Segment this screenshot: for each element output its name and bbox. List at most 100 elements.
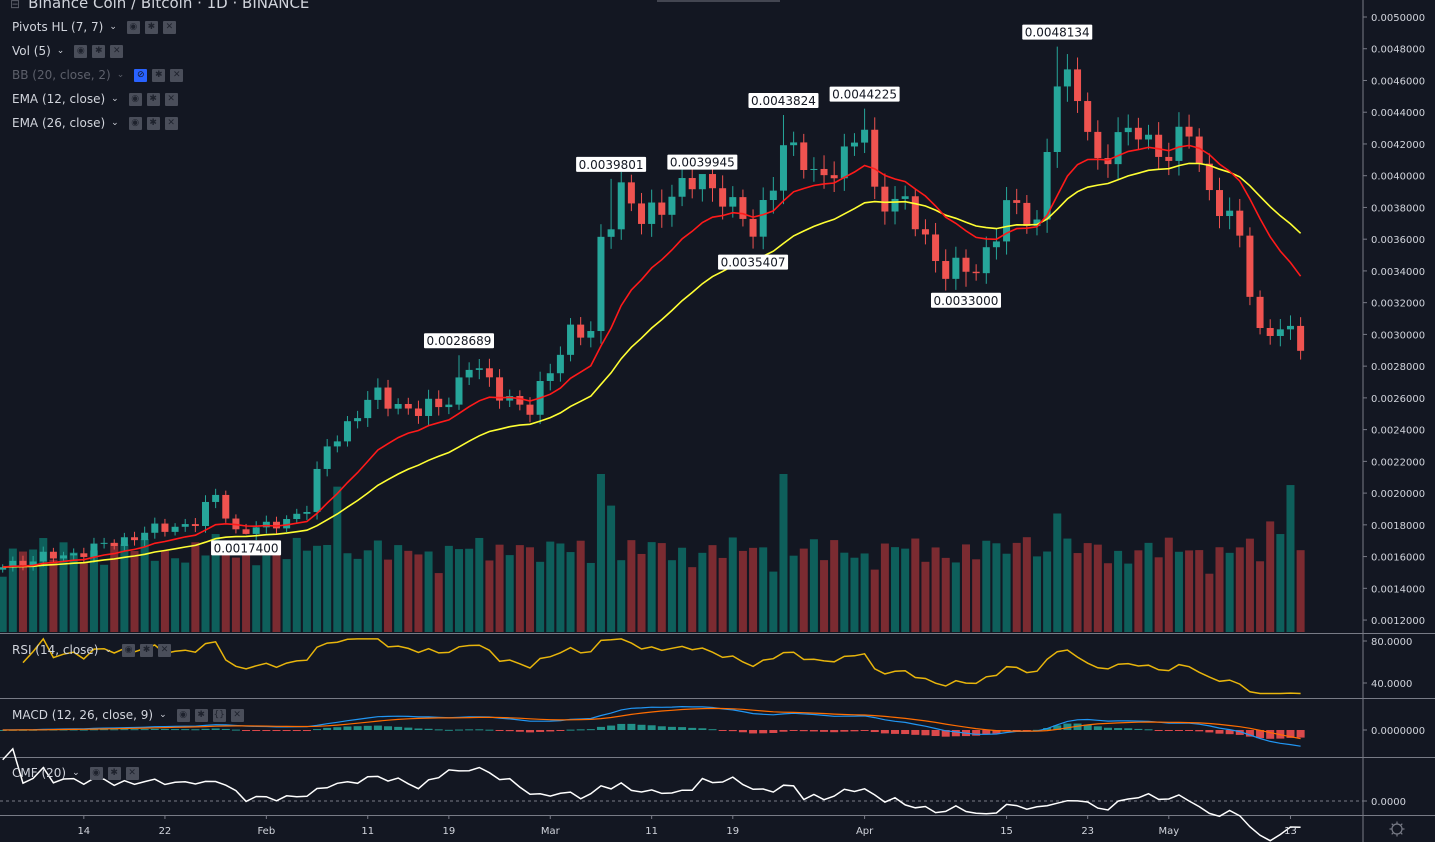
eye-off-icon[interactable]: ⊘ [134,68,148,82]
time-tick-label: May [1158,826,1179,837]
gear-tooth [1391,823,1394,826]
rsi-legend[interactable]: RSI (14, close) ⌄ ◉ ✱ ✕ [12,643,172,657]
braces-icon[interactable]: {} [212,708,226,722]
close-icon[interactable]: ✕ [230,708,244,722]
price-tick-label: 0.0038000 [1371,203,1425,214]
macd-hist-bar [333,727,342,730]
chevron-down-icon[interactable]: ⌄ [56,46,65,56]
volume-bar [962,544,970,632]
close-icon[interactable]: ✕ [110,44,124,58]
volume-bar [1134,550,1143,632]
eye-icon[interactable]: ◉ [122,643,136,657]
cmf-legend[interactable]: CMF (20) ⌄ ◉ ✱ ✕ [12,766,140,780]
eye-icon[interactable]: ◉ [126,20,140,34]
candle [9,556,17,572]
price-tick-label: 0.0048000 [1371,45,1425,56]
close-icon[interactable]: ✕ [164,116,178,130]
candle [739,189,747,227]
gear-icon[interactable]: ✱ [92,44,106,58]
candle [638,192,646,235]
chevron-down-icon[interactable]: ⌄ [111,118,119,128]
candle-body [323,446,331,469]
candle-body [70,553,78,556]
macd-hist-bar [1195,730,1204,732]
price-axis-bg [1363,0,1435,842]
chevron-down-icon[interactable]: ⌄ [109,22,117,32]
candle [60,551,68,563]
volume-bar [1296,550,1305,632]
gear-icon[interactable]: ✱ [107,766,121,780]
macd-hist-bar [921,730,930,736]
close-icon[interactable]: ✕ [170,68,184,82]
pane-tick-label: 0.0000 [1371,797,1406,808]
macd-legend[interactable]: MACD (12, 26, close, 9) ⌄ ◉ ✱ {} ✕ [12,708,245,722]
candle-body [374,387,382,400]
volume-bar [556,543,565,632]
candle [343,415,351,447]
candle-body [1256,296,1264,328]
eye-icon[interactable]: ◉ [74,44,88,58]
candle-body [709,174,716,189]
candle-body [1023,202,1031,226]
macd-hist-bar [972,730,981,736]
macd-hist-bar [596,726,605,730]
pane-tick-label: 0.0000000 [1371,726,1425,737]
gear-icon[interactable]: ✱ [146,92,160,106]
volume-bar [515,545,524,632]
candle [840,133,848,191]
macd-hist-bar [140,729,149,731]
candle [161,518,169,537]
candle-body [90,543,98,557]
candle-body [9,560,17,568]
chevron-down-icon[interactable]: ⌄ [72,768,80,778]
chevron-down-icon[interactable]: ⌄ [159,710,167,720]
candle [577,317,585,346]
symbol-title[interactable]: Binance Coin / Bitcoin · 1D · BINANCE [28,0,310,12]
macd-hist-bar [262,730,271,731]
volume-bar [688,567,697,632]
eye-icon[interactable]: ◉ [128,92,142,106]
macd-hist-bar [941,730,950,737]
volume-bar [434,573,443,632]
indicator-legend[interactable]: EMA (26, close) ⌄ ◉ ✱ ✕ [12,116,179,130]
macd-hist-bar [1174,730,1183,731]
gear-icon[interactable]: ✱ [152,68,166,82]
gear-icon[interactable]: ✱ [194,708,208,722]
candle-body [283,518,291,529]
close-icon[interactable]: ✕ [125,766,139,780]
macd-hist-bar [404,727,413,730]
macd-hist-bar [353,726,362,730]
macd-hist-bar [1245,730,1254,737]
chevron-down-icon[interactable]: ⌄ [104,645,113,655]
candle-body [1094,131,1102,159]
volume-bar [951,562,960,632]
candle-body [952,257,960,279]
settings-gear-icon[interactable] [1389,821,1405,837]
candles [0,46,1305,573]
candle-body [1266,327,1274,336]
eye-icon[interactable]: ◉ [89,766,103,780]
indicator-legend[interactable]: BB (20, close, 2) ⌄ ⊘ ✱ ✕ [12,68,184,82]
gear-icon[interactable]: ✱ [140,643,154,657]
candle [293,508,301,524]
gear-icon[interactable]: ✱ [144,20,158,34]
macd-hist-bar [1144,729,1153,731]
close-icon[interactable]: ✕ [164,92,178,106]
candle [982,236,990,284]
macd-line [2,705,1301,747]
volume-bar [718,557,727,632]
chevron-down-icon[interactable]: ⌄ [111,94,119,104]
cmf-label: CMF (20) [12,766,67,780]
indicator-legend[interactable]: EMA (12, close) ⌄ ◉ ✱ ✕ [12,92,179,106]
pivot-label-bg [1022,24,1093,40]
chevron-down-icon[interactable]: ⌄ [116,70,125,80]
eye-icon[interactable]: ◉ [128,116,142,130]
collapse-icon[interactable]: ⊟ [10,0,21,11]
indicator-legend[interactable]: Vol (5) ⌄ ◉ ✱ ✕ [12,44,124,58]
gear-icon[interactable]: ✱ [146,116,160,130]
indicator-legend[interactable]: Pivots HL (7, 7) ⌄ ◉ ✱ ✕ [12,20,177,34]
close-icon[interactable]: ✕ [158,643,172,657]
close-icon[interactable]: ✕ [162,20,176,34]
eye-icon[interactable]: ◉ [176,708,190,722]
